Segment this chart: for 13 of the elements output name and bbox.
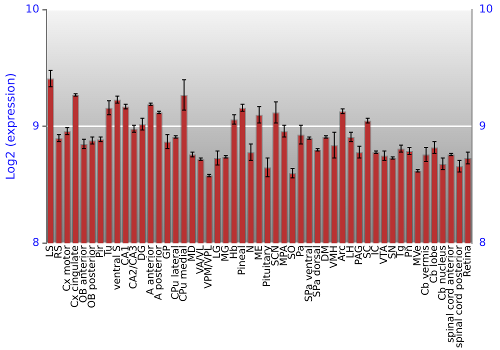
x-tick-label: OB posterior [86,244,98,308]
y-tick-label: 8 [32,236,40,250]
x-tick-label: Tg [396,245,407,259]
y2-tick-label: 10 [479,2,494,16]
y2-tick-label: 9 [479,119,486,132]
y2-tick-label: 8 [479,236,486,250]
x-tick-label: Retina [462,245,474,278]
x-tick-label: Pituitary [262,245,274,288]
y-tick-label: 9 [32,119,40,132]
y-axis-title: Log2 (expression) [3,72,18,180]
x-tick-label: DG [136,245,148,261]
y-tick-label: 10 [25,2,40,16]
x-tick-label: ME [254,245,265,260]
